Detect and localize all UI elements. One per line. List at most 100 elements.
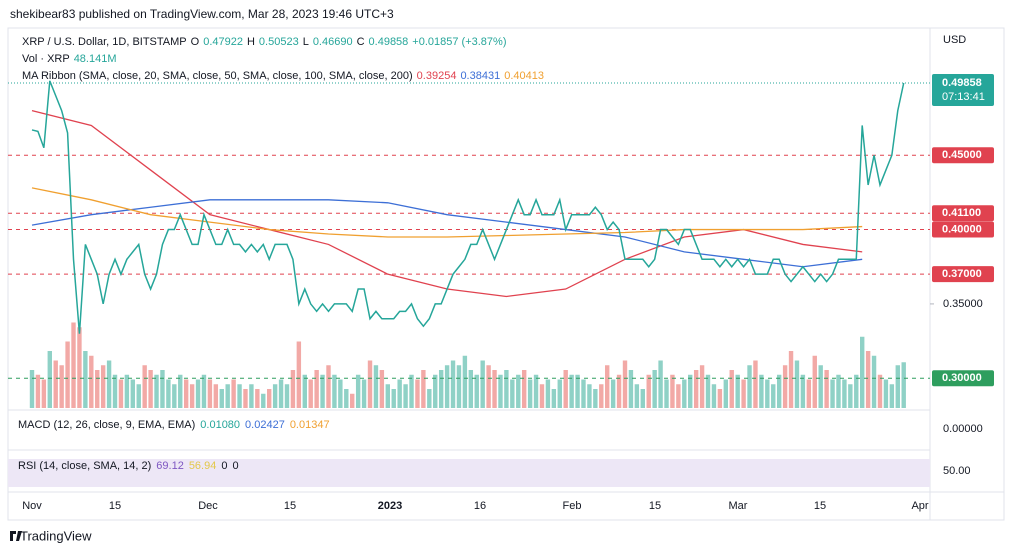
volume-bar xyxy=(717,389,723,408)
volume-bar xyxy=(788,351,794,408)
ohlc-value: 0.49858 xyxy=(369,36,409,48)
volume-bar xyxy=(71,322,76,408)
volume-bar xyxy=(646,374,651,408)
x-tick-label: Feb xyxy=(563,500,582,512)
volume-bar xyxy=(747,365,752,408)
volume-bar xyxy=(237,384,242,408)
volume-bar xyxy=(587,384,592,408)
volume-bar xyxy=(142,365,147,408)
volume-bar xyxy=(782,365,788,408)
volume-bar xyxy=(53,360,58,408)
legend-row: XRP / U.S. Dollar, 1D, BITSTAMP O 0.47922 H… xyxy=(22,36,506,48)
volume-bar xyxy=(729,370,734,408)
volume-bar xyxy=(320,374,325,408)
volume-bar xyxy=(355,374,361,408)
macd-legend: MACD (12, 26, close, 9, EMA, EMA) 0.01080… xyxy=(18,419,330,431)
volume-bar xyxy=(812,355,817,408)
volume-bar xyxy=(521,370,527,408)
x-tick-label: 15 xyxy=(649,500,661,512)
x-tick-label: 15 xyxy=(814,500,826,512)
volume-bar xyxy=(272,384,278,408)
volume-bar xyxy=(195,379,201,408)
ohlc-key: O xyxy=(191,36,200,48)
x-tick-label: Dec xyxy=(198,500,218,512)
volume-label: Vol · XRP xyxy=(22,53,70,65)
ma-label: MA Ribbon (SMA, close, 20, SMA, close, 5… xyxy=(22,70,413,82)
volume-bar xyxy=(883,379,889,408)
currency: USD xyxy=(943,34,966,46)
volume-bar xyxy=(172,384,177,408)
volume-bar xyxy=(160,370,165,408)
volume-bar xyxy=(699,365,705,408)
legend-row: Vol · XRP 48.141M xyxy=(22,53,117,65)
volume-bar xyxy=(207,379,213,408)
level-badge xyxy=(932,266,994,283)
volume-bar xyxy=(901,362,906,408)
volume-bar xyxy=(569,374,574,408)
macd-tick: 0.00000 xyxy=(943,423,983,435)
volume-bar xyxy=(830,379,835,408)
volume-bar xyxy=(326,365,331,408)
volume-bar xyxy=(616,374,622,408)
volume-bar xyxy=(100,365,106,408)
volume-bar xyxy=(154,374,159,408)
rsi-legend: RSI (14, close, SMA, 14, 2) 69.12 56.94 0 0 xyxy=(18,460,239,472)
volume-bar xyxy=(433,374,438,408)
volume-bar xyxy=(367,360,373,408)
volume-bar xyxy=(480,360,485,408)
volume-bar xyxy=(581,379,586,408)
volume-bar xyxy=(385,384,390,408)
ma-value: 0.39254 xyxy=(417,70,457,82)
volume-bar xyxy=(510,379,515,408)
volume-bar xyxy=(800,374,806,408)
ma-value: 0.38431 xyxy=(460,70,500,82)
volume-bar xyxy=(112,374,118,408)
volume-bar xyxy=(605,365,610,408)
price-line xyxy=(31,80,905,334)
countdown: 07:13:41 xyxy=(942,91,985,103)
volume-bar xyxy=(551,389,557,408)
volume-bar xyxy=(593,389,598,408)
volume-bar xyxy=(634,384,640,408)
volume-bar xyxy=(652,370,657,408)
ohlc-key: L xyxy=(303,36,309,48)
volume-bar xyxy=(338,379,343,408)
volume-bar xyxy=(599,384,604,408)
volume-bar xyxy=(776,374,782,408)
macd-value: 0.01347 xyxy=(290,419,330,431)
ma-value: 0.40413 xyxy=(504,70,544,82)
rsi-band xyxy=(8,459,930,487)
level-badge xyxy=(932,370,994,387)
ohlc-key: H xyxy=(247,36,255,48)
volume-bar xyxy=(498,374,503,408)
volume-bar xyxy=(628,370,634,408)
volume-bar xyxy=(29,370,35,408)
volume-bar xyxy=(563,370,568,408)
macd-label: MACD (12, 26, close, 9, EMA, EMA) xyxy=(18,419,195,431)
volume-bar xyxy=(427,389,432,408)
volume-bar xyxy=(806,379,812,408)
volume-bar xyxy=(166,379,171,408)
volume-bar xyxy=(391,389,396,408)
volume-bar xyxy=(183,379,189,408)
x-tick-label: 16 xyxy=(474,500,486,512)
volume-bar xyxy=(284,384,290,408)
x-tick-label: 15 xyxy=(109,500,121,512)
volume-bar xyxy=(688,374,693,408)
volume-bar xyxy=(676,384,681,408)
volume-bar xyxy=(308,379,313,408)
volume-bar xyxy=(895,365,900,408)
level-badge xyxy=(932,147,994,164)
volume-bar xyxy=(290,370,296,408)
volume-bar xyxy=(753,360,758,408)
volume-bar xyxy=(765,379,770,408)
volume-bar xyxy=(462,355,468,408)
legend-row: MA Ribbon (SMA, close, 20, SMA, close, 5… xyxy=(22,70,544,82)
volume-value: 48.141M xyxy=(74,53,117,65)
volume-bar xyxy=(213,384,219,408)
level-label: 0.41100 xyxy=(942,207,981,219)
volume-bar xyxy=(278,379,284,408)
volume-bar xyxy=(824,370,829,408)
volume-bar xyxy=(871,355,877,408)
